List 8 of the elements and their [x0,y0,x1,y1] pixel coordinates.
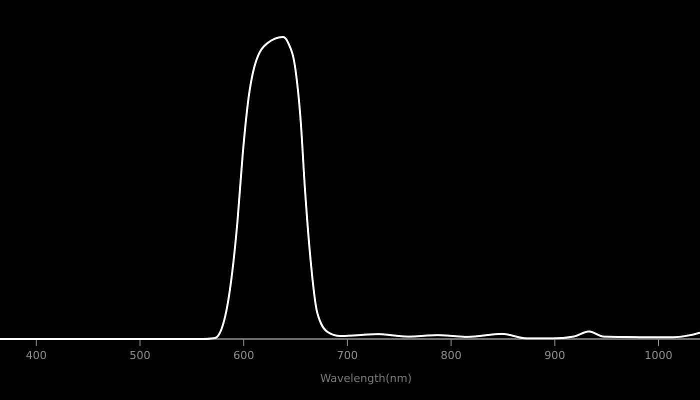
x-tick-label: 1000 [644,349,673,362]
x-tick-label: 900 [544,349,566,362]
x-tick-label: 600 [233,349,254,362]
x-tick-label: 500 [130,349,150,362]
x-tick-label: 800 [440,349,462,362]
x-tick-label: 400 [26,349,47,362]
x-axis-title: Wavelength(nm) [320,372,412,385]
x-tick-label: 700 [336,349,358,362]
